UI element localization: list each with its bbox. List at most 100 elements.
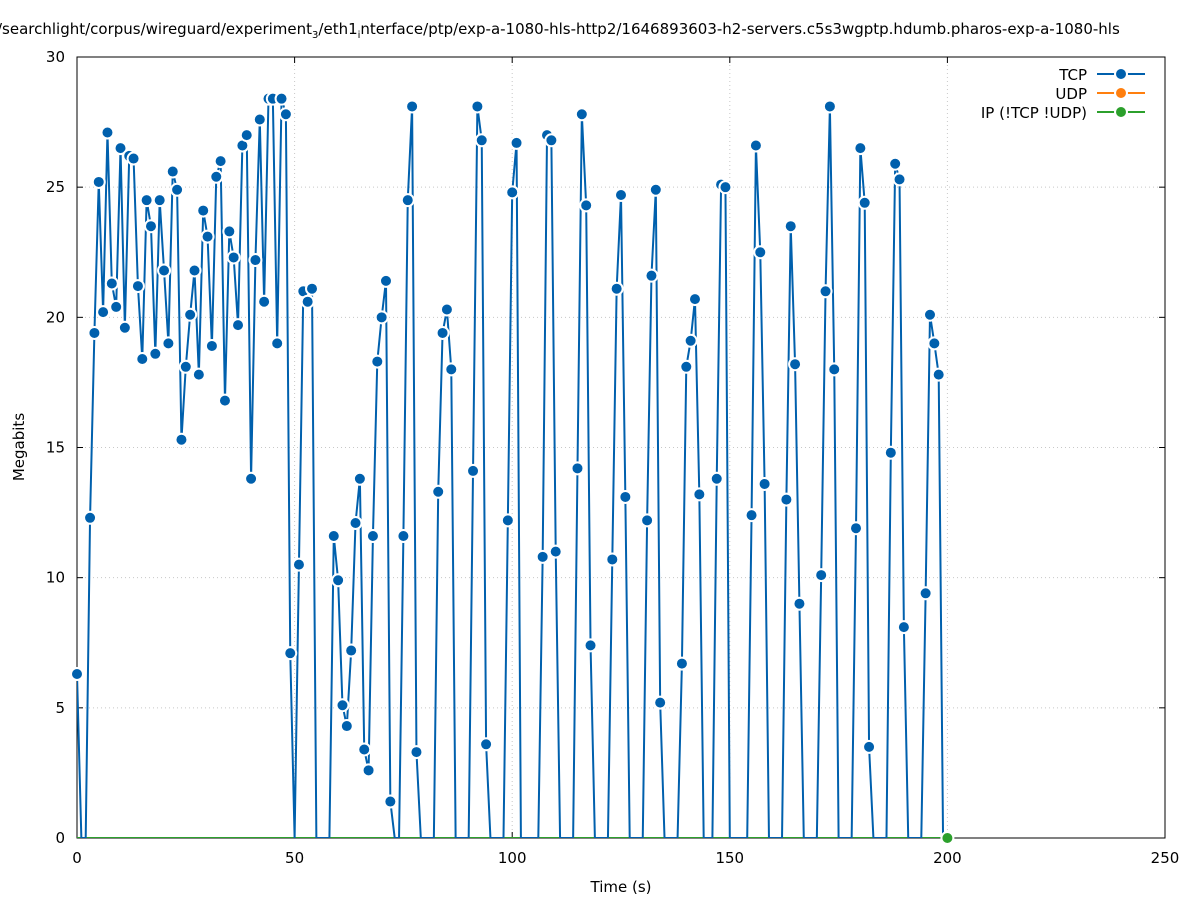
tcp-data-point [718, 180, 733, 195]
tcp-data-point [574, 107, 589, 122]
tcp-data-point [439, 302, 454, 317]
tcp-data-point [326, 529, 341, 544]
tcp-data-point [291, 557, 306, 572]
tcp-data-point [83, 510, 98, 525]
y-tick-label: 30 [46, 48, 65, 66]
tcp-data-point [687, 292, 702, 307]
tcp-data-point [191, 367, 206, 382]
y-tick-label: 10 [46, 569, 65, 587]
tcp-data-point [466, 463, 481, 478]
tcp-data-point [822, 99, 837, 114]
tcp-data-point [918, 586, 933, 601]
tcp-data-point [152, 193, 167, 208]
tcp-data-point [814, 568, 829, 583]
tcp-data-point [278, 107, 293, 122]
tcp-data-point [605, 552, 620, 567]
tcp-data-point [348, 515, 363, 530]
tcp-data-point [143, 219, 158, 234]
x-tick-label: 0 [72, 849, 82, 867]
tcp-data-point [583, 638, 598, 653]
tcp-data-point [692, 487, 707, 502]
tcp-data-point [209, 169, 224, 184]
legend-marker-sample [1114, 86, 1128, 100]
legend-label-tcp: TCP [1058, 66, 1087, 84]
tcp-data-point [757, 476, 772, 491]
title-subscript: 3 [312, 30, 319, 41]
tcp-data-point [405, 99, 420, 114]
title-part: /eth1 [318, 20, 358, 38]
tcp-data-point [204, 338, 219, 353]
legend-marker-sample [1114, 105, 1128, 119]
tcp-data-point [361, 763, 376, 778]
tcp-data-point [818, 284, 833, 299]
y-tick-label: 15 [46, 439, 65, 457]
tcp-data-point [922, 307, 937, 322]
tcp-data-point [548, 544, 563, 559]
tcp-data-point [174, 432, 189, 447]
tcp-data-point [200, 229, 215, 244]
tcp-data-point [648, 182, 663, 197]
tcp-data-point [544, 133, 559, 148]
tcp-data-point [474, 133, 489, 148]
tcp-data-point [679, 359, 694, 374]
tcp-data-point [226, 250, 241, 265]
tcp-data-point [300, 294, 315, 309]
tcp-data-point [187, 263, 202, 278]
tcp-data-point [431, 484, 446, 499]
tcp-data-point [222, 224, 237, 239]
tcp-data-point [674, 656, 689, 671]
tcp-data-point [644, 268, 659, 283]
tcp-data-point [231, 318, 246, 333]
tcp-data-point [170, 182, 185, 197]
markers-layer [70, 91, 955, 845]
tcp-data-point [409, 745, 424, 760]
tcp-data-point [331, 573, 346, 588]
tcp-data-point [435, 325, 450, 340]
tcp-data-point [653, 695, 668, 710]
x-tick-label: 50 [285, 849, 304, 867]
tcp-data-point [339, 719, 354, 734]
tcp-data-point [244, 471, 259, 486]
legend: TCP UDP IP (!TCP !UDP) [981, 66, 1145, 122]
tcp-data-point [570, 461, 585, 476]
tcp-data-point [479, 737, 494, 752]
x-tick-label: 150 [715, 849, 744, 867]
legend-label-ip: IP (!TCP !UDP) [981, 104, 1087, 122]
tcp-data-point [378, 273, 393, 288]
tcp-data-point [779, 492, 794, 507]
tcp-data-point [283, 646, 298, 661]
tcp-data-point [853, 141, 868, 156]
tcp-data-point [748, 138, 763, 153]
tcp-data-point [396, 529, 411, 544]
tcp-data-point [100, 125, 115, 140]
title-subscript: i [357, 30, 361, 41]
tcp-data-point [113, 141, 128, 156]
tcp-data-point [535, 549, 550, 564]
legend-label-udp: UDP [1055, 85, 1087, 103]
tcp-data-point [509, 135, 524, 150]
ip-data-point [940, 831, 955, 845]
tcp-data-point [470, 99, 485, 114]
tcp-data-point [335, 698, 350, 713]
tcp-data-point [248, 253, 263, 268]
tcp-data-point [135, 351, 150, 366]
tcp-data-point [888, 156, 903, 171]
tcp-data-point [927, 336, 942, 351]
tcp-data-point [213, 154, 228, 169]
x-tick-label: 100 [498, 849, 527, 867]
chart-title: /searchlight/corpus/wireguard/experiment… [0, 20, 1120, 41]
tcp-data-point [148, 346, 163, 361]
tcp-data-point [892, 172, 907, 187]
tcp-data-point [70, 666, 84, 681]
legend-marker-sample [1114, 67, 1128, 81]
tcp-data-point [117, 320, 132, 335]
x-tick-label: 250 [1151, 849, 1180, 867]
tcp-data-point [827, 362, 842, 377]
tcp-data-point [274, 91, 289, 106]
tcp-data-point [862, 739, 877, 754]
tcp-data-point [857, 195, 872, 210]
tcp-data-point [139, 193, 154, 208]
tcp-data-point [709, 471, 724, 486]
tcp-data-point [365, 529, 380, 544]
y-tick-label: 20 [46, 308, 65, 326]
